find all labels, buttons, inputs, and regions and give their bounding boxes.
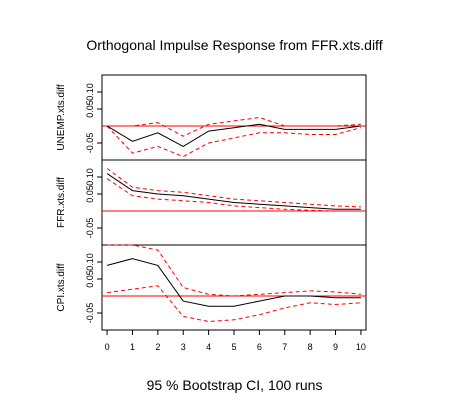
x-tick-label: 9 (333, 342, 338, 352)
response-line (106, 173, 361, 210)
x-tick-label: 3 (181, 342, 186, 352)
x-tick-label: 5 (231, 342, 236, 352)
x-tick-label: 1 (130, 342, 135, 352)
panel-frame (101, 74, 367, 161)
x-tick-label: 8 (308, 342, 313, 352)
y-tick-label: 0.05 (85, 100, 95, 118)
y-tick-label: -0.05 (85, 133, 95, 154)
ci-upper-line (107, 116, 361, 137)
y-tick-label: -0.05 (85, 303, 95, 324)
x-tick-label: 6 (257, 342, 262, 352)
chart-title: Orthogonal Impulse Response from FFR.xts… (86, 37, 382, 53)
ci-lower-line (106, 178, 361, 212)
ci-lower-line (106, 125, 362, 158)
chart-footer: 95 % Bootstrap CI, 100 runs (147, 377, 323, 393)
x-tick-label: 2 (155, 342, 160, 352)
y-tick-label: 0.10 (85, 253, 95, 271)
response-line (106, 258, 361, 307)
y-axis-label: UNEMP.xts.diff (56, 84, 67, 151)
x-tick-label: 4 (206, 342, 211, 352)
x-tick-label: 7 (282, 342, 287, 352)
ci-upper-line (106, 168, 361, 208)
y-axis-label: CPI.xts.diff (56, 263, 67, 311)
ci-lower-line (107, 285, 361, 323)
x-tick-label: 0 (105, 342, 110, 352)
x-tick-label: 10 (356, 342, 366, 352)
ci-upper-line (107, 244, 361, 297)
y-tick-label: 0.10 (85, 168, 95, 186)
response-line (106, 123, 361, 147)
panel-frame (101, 244, 367, 331)
y-tick-label: 0.05 (85, 270, 95, 288)
y-tick-label: 0.10 (85, 83, 95, 101)
y-axis-label: FFR.xts.diff (56, 177, 67, 228)
y-tick-label: -0.05 (85, 218, 95, 239)
y-tick-label: 0.05 (85, 185, 95, 203)
